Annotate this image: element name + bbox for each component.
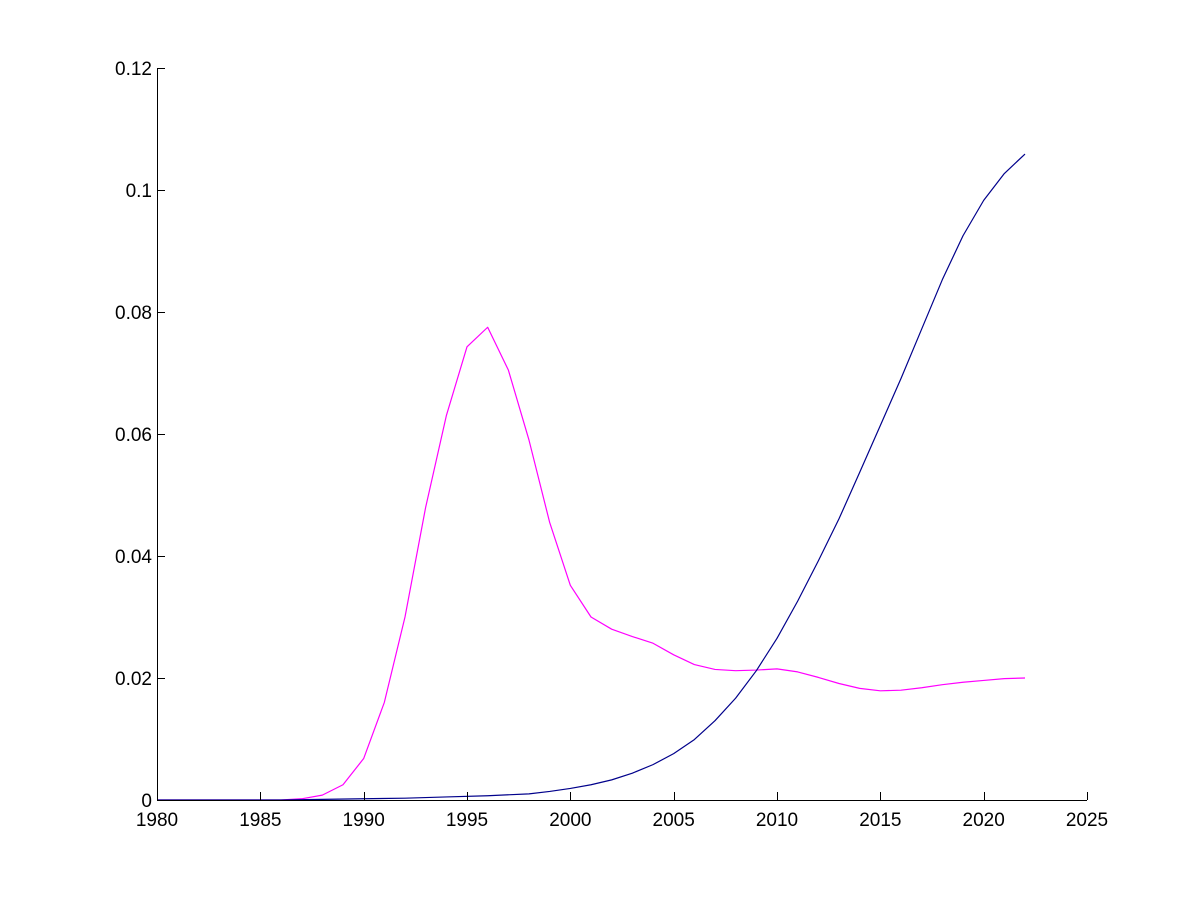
y-tick-label: 0.08 — [115, 303, 152, 324]
y-tick-label: 0.1 — [126, 181, 152, 202]
x-tick-label: 1995 — [446, 810, 488, 831]
x-tick-label: 2005 — [653, 810, 695, 831]
axes-layer — [157, 68, 1087, 801]
y-tick-label: 0.02 — [115, 669, 152, 690]
y-axis-ticks: 0 0.02 0.04 0.06 0.08 0.1 0.12 — [115, 59, 165, 812]
x-tick-label: 2015 — [859, 810, 901, 831]
x-tick-label: 1990 — [343, 810, 385, 831]
x-tick-label: 1980 — [136, 810, 178, 831]
y-tick-label: 0.04 — [115, 547, 152, 568]
x-tick-label: 2020 — [963, 810, 1005, 831]
y-tick-label: 0 — [141, 791, 152, 812]
series-line-2 — [157, 153, 1026, 801]
series-layer — [157, 153, 1026, 801]
y-tick-label: 0.06 — [115, 425, 152, 446]
x-axis-ticks: 1980 1985 1990 1995 2000 2005 2010 2015 2020 2025 — [136, 792, 1108, 831]
x-tick-label: 2000 — [549, 810, 591, 831]
x-tick-label: 2010 — [756, 810, 798, 831]
x-tick-label: 1985 — [239, 810, 281, 831]
series-line-1 — [157, 326, 1026, 801]
x-tick-label: 2025 — [1066, 810, 1108, 831]
y-tick-label: 0.12 — [115, 59, 152, 80]
